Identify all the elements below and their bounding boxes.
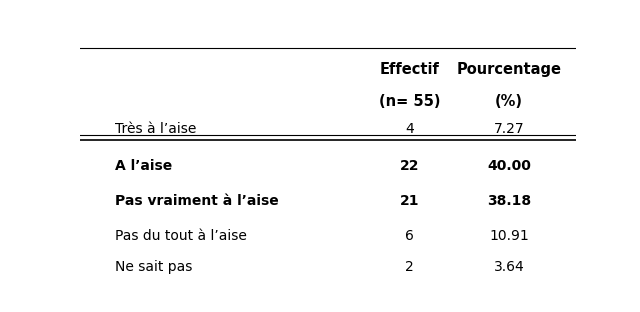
Text: Ne sait pas: Ne sait pas xyxy=(115,260,192,274)
Text: Pourcentage: Pourcentage xyxy=(456,62,561,77)
Text: 4: 4 xyxy=(406,122,414,136)
Text: 10.91: 10.91 xyxy=(489,229,529,243)
Text: Pas vraiment à l’aise: Pas vraiment à l’aise xyxy=(115,194,278,208)
Text: (%): (%) xyxy=(495,94,523,109)
Text: (n= 55): (n= 55) xyxy=(379,94,440,109)
Text: Effectif: Effectif xyxy=(380,62,440,77)
Text: 22: 22 xyxy=(400,159,420,173)
Text: Très à l’aise: Très à l’aise xyxy=(115,122,196,136)
Text: 38.18: 38.18 xyxy=(487,194,531,208)
Text: A l’aise: A l’aise xyxy=(115,159,172,173)
Text: 21: 21 xyxy=(400,194,420,208)
Text: 7.27: 7.27 xyxy=(493,122,524,136)
Text: 2: 2 xyxy=(406,260,414,274)
Text: 3.64: 3.64 xyxy=(493,260,524,274)
Text: 40.00: 40.00 xyxy=(487,159,531,173)
Text: 6: 6 xyxy=(405,229,414,243)
Text: Pas du tout à l’aise: Pas du tout à l’aise xyxy=(115,229,246,243)
